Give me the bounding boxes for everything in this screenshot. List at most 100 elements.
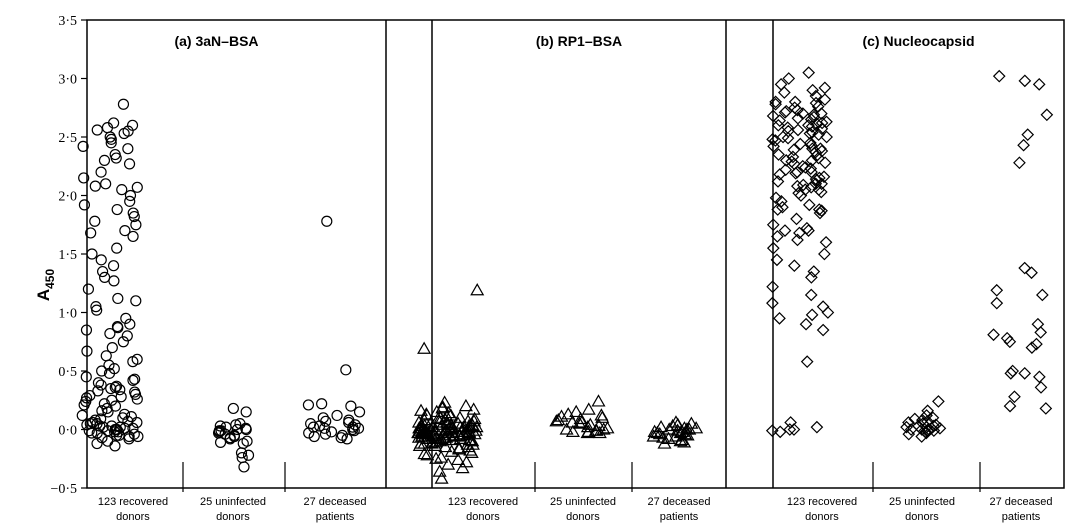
data-point-diamond bbox=[1008, 390, 1021, 404]
data-point-diamond bbox=[769, 95, 782, 109]
group-label-line1: 25 uninfected bbox=[200, 496, 266, 508]
data-point-triangle bbox=[551, 412, 566, 426]
data-point-diamond bbox=[804, 136, 817, 150]
data-point-diamond bbox=[791, 123, 805, 137]
data-point-circle bbox=[131, 393, 143, 405]
data-point-circle bbox=[116, 184, 128, 196]
data-point-circle bbox=[107, 260, 120, 272]
data-point-circle bbox=[316, 398, 328, 410]
data-point-diamond bbox=[791, 103, 804, 117]
data-point-circle bbox=[240, 423, 252, 436]
data-point-diamond bbox=[815, 107, 828, 120]
data-point-triangle bbox=[438, 432, 453, 446]
data-point-diamond bbox=[987, 328, 1000, 342]
data-point-circle bbox=[109, 400, 122, 412]
data-point-diamond bbox=[1013, 156, 1026, 170]
data-point-circle bbox=[95, 166, 107, 178]
data-point-triangle bbox=[565, 424, 580, 437]
data-point-circle bbox=[238, 461, 250, 473]
data-point-diamond bbox=[787, 423, 801, 436]
data-point-diamond bbox=[783, 423, 797, 436]
data-point-triangle bbox=[679, 422, 694, 435]
data-point-triangle bbox=[466, 402, 481, 415]
data-point-diamond bbox=[927, 424, 941, 438]
data-point-circle bbox=[215, 425, 227, 437]
plot-frame bbox=[86, 19, 1065, 489]
data-point-circle bbox=[111, 320, 124, 333]
data-point-circle bbox=[303, 427, 315, 439]
data-point-diamond bbox=[804, 162, 818, 175]
data-point-circle bbox=[112, 426, 124, 438]
data-point-triangle bbox=[462, 425, 477, 439]
data-point-triangle bbox=[434, 471, 449, 484]
data-point-circle bbox=[335, 432, 347, 444]
data-point-circle bbox=[353, 406, 366, 418]
data-point-diamond bbox=[799, 317, 813, 331]
y-axis-label: A450 bbox=[34, 269, 57, 302]
data-point-circle bbox=[321, 215, 333, 227]
y-tick-label: 1·0 bbox=[58, 307, 77, 322]
data-point-circle bbox=[81, 345, 93, 357]
data-point-diamond bbox=[766, 109, 780, 123]
data-point-triangle bbox=[428, 422, 443, 435]
data-point-triangle bbox=[467, 411, 482, 425]
data-point-circle bbox=[123, 158, 136, 170]
data-point-diamond bbox=[771, 230, 784, 243]
data-point-diamond bbox=[790, 212, 803, 226]
y-axis: −0·5 0·0 0·5 1·0 1·5 2·0 2·5 3·0 3·5 bbox=[50, 14, 87, 497]
data-point-diamond bbox=[769, 191, 783, 205]
data-point-diamond bbox=[821, 306, 835, 319]
data-point-circle bbox=[106, 394, 118, 406]
data-point-circle bbox=[120, 312, 132, 324]
data-point-triangle bbox=[461, 439, 476, 453]
data-point-circle bbox=[127, 207, 139, 219]
data-point-triangle bbox=[646, 429, 661, 442]
data-point-circle bbox=[227, 402, 239, 415]
group-label-line1: 27 deceased bbox=[304, 496, 367, 508]
data-point-triangle bbox=[573, 411, 588, 425]
data-point-circle bbox=[102, 435, 114, 447]
data-point-circle bbox=[91, 304, 103, 316]
data-point-triangle bbox=[677, 435, 692, 448]
data-point-diamond bbox=[1025, 341, 1039, 354]
group-2: 25 uninfected donors bbox=[200, 402, 266, 523]
data-point-triangle bbox=[417, 341, 432, 354]
data-point-triangle bbox=[413, 403, 429, 416]
data-point-diamond bbox=[804, 288, 818, 302]
data-point-diamond bbox=[776, 130, 790, 144]
data-point-triangle bbox=[444, 444, 459, 457]
data-point-circle bbox=[318, 422, 331, 434]
data-point-diamond bbox=[904, 423, 918, 436]
data-point-circle bbox=[78, 172, 90, 184]
data-point-circle bbox=[214, 420, 226, 432]
group-3: 27 deceased patients bbox=[646, 415, 711, 523]
data-point-circle bbox=[105, 133, 117, 145]
data-point-circle bbox=[230, 419, 242, 431]
data-point-circle bbox=[111, 203, 123, 216]
data-point-diamond bbox=[1036, 288, 1049, 302]
data-point-triangle bbox=[435, 417, 450, 430]
data-point-diamond bbox=[816, 300, 830, 313]
data-point-circle bbox=[122, 143, 134, 155]
data-point-diamond bbox=[992, 69, 1006, 83]
group-label-line1: 123 recovered bbox=[98, 496, 168, 508]
y-tick-label: −0·5 bbox=[50, 482, 77, 497]
data-point-triangle bbox=[561, 407, 576, 420]
data-point-diamond bbox=[793, 137, 807, 151]
data-point-diamond bbox=[933, 421, 947, 435]
group-label-line1: 25 uninfected bbox=[889, 496, 955, 508]
data-point-diamond bbox=[800, 221, 814, 235]
group-label-line2: patients bbox=[660, 511, 699, 523]
data-point-diamond bbox=[773, 425, 787, 439]
data-point-diamond bbox=[1033, 370, 1046, 384]
data-point-diamond bbox=[809, 96, 823, 110]
data-point-circle bbox=[80, 324, 93, 336]
data-point-circle bbox=[214, 436, 227, 448]
data-point-diamond bbox=[787, 143, 801, 157]
data-point-triangle bbox=[657, 436, 672, 449]
data-point-triangle bbox=[569, 404, 584, 418]
data-point-triangle bbox=[431, 411, 446, 425]
data-point-circle bbox=[91, 437, 103, 450]
data-point-circle bbox=[115, 391, 127, 403]
